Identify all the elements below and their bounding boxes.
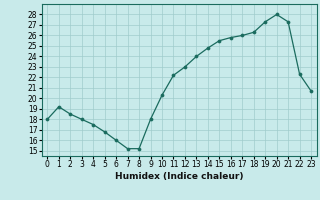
X-axis label: Humidex (Indice chaleur): Humidex (Indice chaleur): [115, 172, 244, 181]
